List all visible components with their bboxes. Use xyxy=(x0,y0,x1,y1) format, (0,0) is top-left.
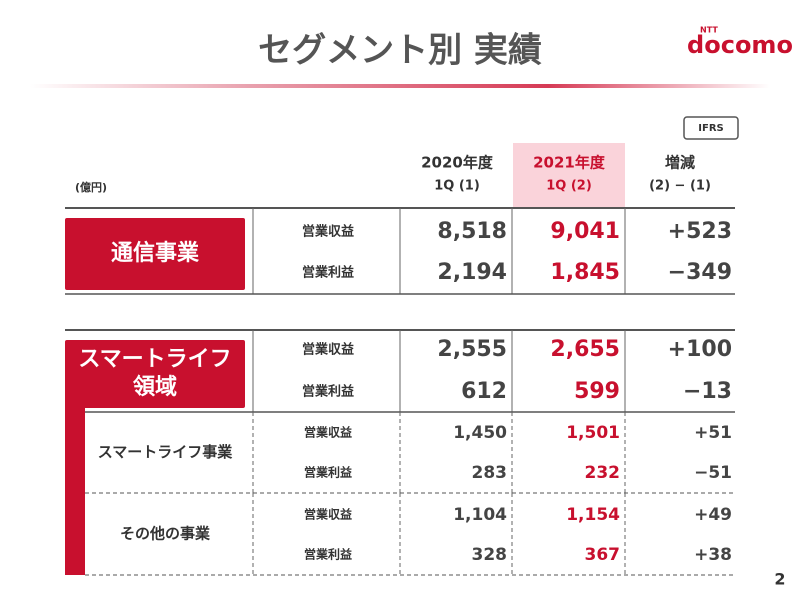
cell-value: 1,154 xyxy=(566,505,620,525)
unit: (億円) xyxy=(75,180,107,194)
row-item: 営業収益 xyxy=(304,507,352,522)
logo-top: NTT xyxy=(700,26,718,35)
row-item: 営業収益 xyxy=(302,342,354,358)
row-item: 営業利益 xyxy=(304,547,352,562)
cell-value: +38 xyxy=(694,545,732,565)
cell-value: −13 xyxy=(683,379,732,404)
segment-bar xyxy=(65,406,85,575)
segment-name: 領域 xyxy=(133,374,177,400)
cell-value: +523 xyxy=(668,219,732,244)
badge-box xyxy=(683,116,739,140)
subsegment-name: その他の事業 xyxy=(120,525,211,543)
row-item: 営業利益 xyxy=(304,465,352,480)
cell-value: 1,104 xyxy=(453,505,507,525)
row-item: 営業収益 xyxy=(304,425,352,440)
page-number: 2 xyxy=(774,570,785,589)
cell-value: 2,655 xyxy=(550,337,620,362)
cell-value: +49 xyxy=(694,505,732,525)
segment-box xyxy=(65,218,245,290)
cell-value: 2,555 xyxy=(437,337,507,362)
segment-box xyxy=(65,340,245,408)
cell-value: −349 xyxy=(668,260,732,285)
cell-value: +100 xyxy=(668,337,732,362)
cell-value: 599 xyxy=(574,379,620,404)
cell-value: 2,194 xyxy=(437,260,507,285)
cell-value: +51 xyxy=(694,423,732,443)
segment-name: 通信事業 xyxy=(111,240,200,266)
row-item: 営業利益 xyxy=(302,384,354,400)
cell-value: 8,518 xyxy=(437,219,507,244)
subsegment-name: スマートライフ事業 xyxy=(98,443,234,461)
cell-value: 232 xyxy=(585,463,621,483)
segment-name: スマートライフ xyxy=(78,347,231,372)
cell-value: 612 xyxy=(461,379,507,404)
cell-value: 1,450 xyxy=(453,423,507,443)
highlight-column xyxy=(513,143,625,208)
cell-value: 283 xyxy=(472,463,508,483)
cell-value: 1,501 xyxy=(566,423,620,443)
row-item: 営業利益 xyxy=(302,265,354,281)
column-header: 2021年度 xyxy=(533,154,606,172)
row-item: 営業収益 xyxy=(302,224,354,240)
column-subheader: 1Q (1) xyxy=(434,179,480,194)
cell-value: 328 xyxy=(472,545,508,565)
title-rule xyxy=(30,84,770,88)
badge: IFRS xyxy=(698,123,723,134)
cell-value: 9,041 xyxy=(550,219,620,244)
cell-value: 367 xyxy=(585,545,621,565)
column-subheader: 1Q (2) xyxy=(546,179,592,194)
logo: docomo xyxy=(687,31,793,59)
column-subheader: (2) − (1) xyxy=(649,179,711,194)
cell-value: −51 xyxy=(694,463,732,483)
cell-value: 1,845 xyxy=(550,260,620,285)
column-header: 増減 xyxy=(665,154,695,172)
column-header: 2020年度 xyxy=(421,154,494,172)
title: セグメント別 実績 xyxy=(258,31,542,71)
